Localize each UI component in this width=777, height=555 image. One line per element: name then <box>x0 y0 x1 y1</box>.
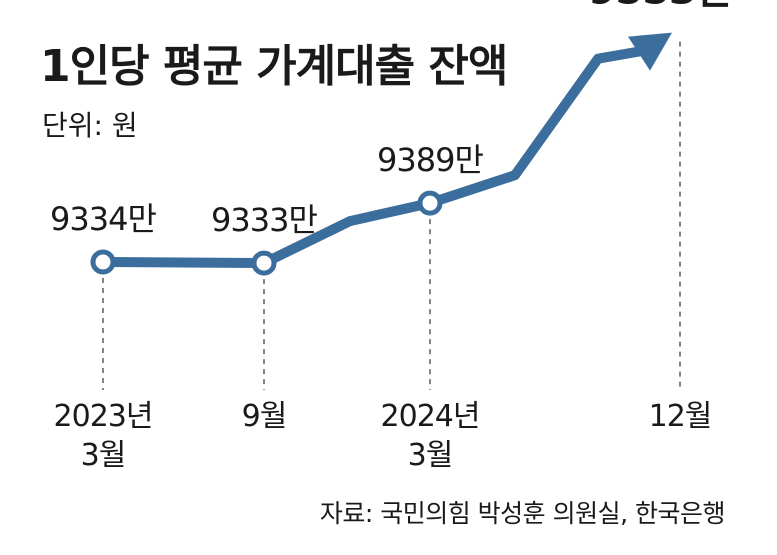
unit-label: 단위: 원 <box>42 109 138 142</box>
x-tick-label: 2023년 <box>54 399 153 434</box>
x-tick-label: 3월 <box>81 438 126 473</box>
data-label: 9333만 <box>211 201 317 239</box>
data-label: 9553만 <box>588 0 732 14</box>
data-label: 9389만 <box>377 141 483 179</box>
data-point <box>251 250 277 276</box>
arrow-head <box>628 32 672 71</box>
data-point <box>90 249 116 275</box>
chart-title: 1인당 평균 가계대출 잔액 <box>40 41 508 92</box>
x-tick-label: 9월 <box>242 399 287 434</box>
x-tick-label: 2024년 <box>381 399 480 434</box>
data-label: 9334만 <box>50 200 156 238</box>
data-point <box>417 190 443 216</box>
x-tick-label: 3월 <box>408 438 453 473</box>
x-tick-label: 12월 <box>649 399 712 434</box>
source-note: 자료: 국민의힘 박성훈 의원실, 한국은행 <box>319 499 726 528</box>
series-line <box>98 45 649 269</box>
